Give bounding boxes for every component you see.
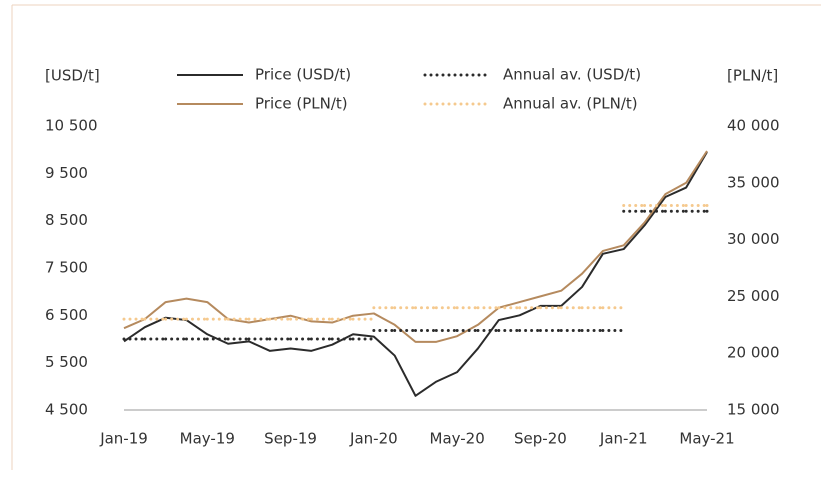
y-tick-label: 10 500 bbox=[45, 117, 98, 135]
y2-tick-label: 30 000 bbox=[727, 230, 780, 248]
y2-tick-label: 40 000 bbox=[727, 117, 780, 135]
y2-tick-label: 20 000 bbox=[727, 344, 780, 362]
x-tick-label: Jan-21 bbox=[599, 430, 648, 448]
y-tick-label: 4 500 bbox=[45, 401, 88, 419]
legend-label: Annual av. (USD/t) bbox=[503, 66, 641, 84]
legend-label: Price (PLN/t) bbox=[255, 95, 348, 113]
y2-axis-label: [PLN/t] bbox=[727, 67, 778, 85]
y2-tick-label: 25 000 bbox=[727, 287, 780, 305]
y-tick-label: 5 500 bbox=[45, 353, 88, 371]
price-line bbox=[123, 150, 708, 343]
x-tick-label: Sep-20 bbox=[514, 430, 567, 448]
legend-label: Price (USD/t) bbox=[255, 66, 351, 84]
y2-tick-label: 35 000 bbox=[727, 173, 780, 191]
y-tick-label: 7 500 bbox=[45, 259, 88, 277]
x-tick-label: Sep-19 bbox=[264, 430, 317, 448]
legend-label: Annual av. (PLN/t) bbox=[503, 95, 638, 113]
y-axis-label: [USD/t] bbox=[45, 67, 100, 85]
y-tick-label: 8 500 bbox=[45, 211, 88, 229]
x-tick-label: May-19 bbox=[180, 430, 235, 448]
x-tick-label: May-20 bbox=[430, 430, 485, 448]
y2-tick-label: 15 000 bbox=[727, 401, 780, 419]
x-tick-label: May-21 bbox=[679, 430, 734, 448]
x-tick-label: Jan-20 bbox=[349, 430, 398, 448]
price-line bbox=[123, 151, 708, 397]
y-tick-label: 9 500 bbox=[45, 164, 88, 182]
y-tick-label: 6 500 bbox=[45, 306, 88, 324]
x-tick-label: Jan-19 bbox=[99, 430, 148, 448]
